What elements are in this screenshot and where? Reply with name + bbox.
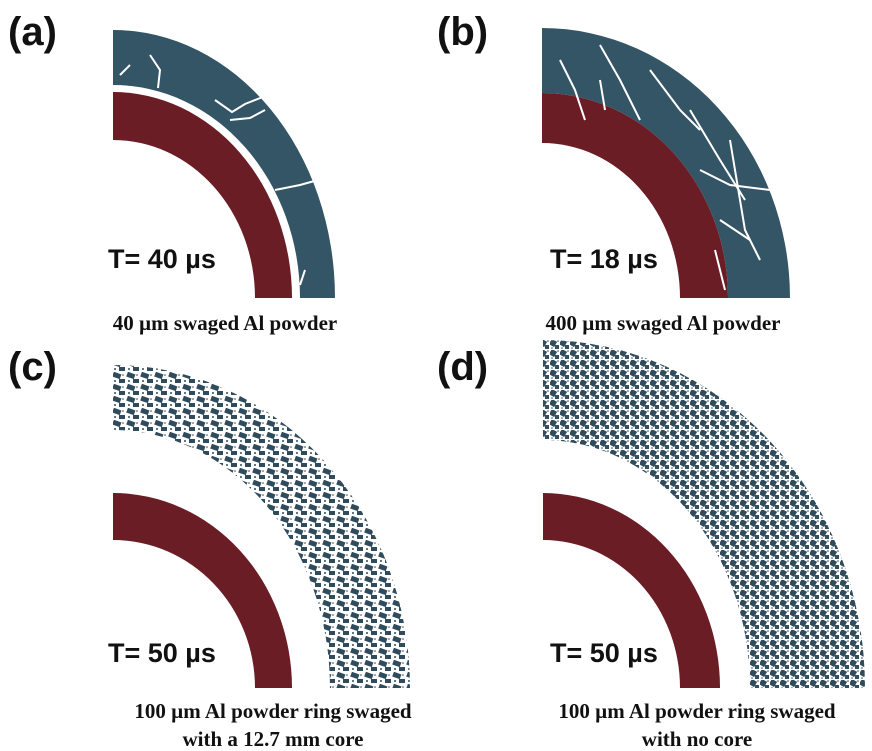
panel-label: (c)	[8, 345, 57, 389]
time-label: T= 50 µs	[108, 638, 216, 668]
panel-label: (d)	[437, 345, 488, 389]
simulation-images	[113, 28, 865, 688]
time-label: T= 50 µs	[550, 638, 658, 668]
caption: 40 µm swaged Al powder	[113, 311, 337, 335]
caption: 100 µm Al powder ring swaged	[558, 699, 835, 723]
time-label: T= 18 µs	[550, 244, 658, 274]
caption: with no core	[642, 727, 752, 751]
panel-label: (a)	[8, 10, 57, 54]
figure: (a) T= 40 µs 40 µm swaged Al powder (b) T= 1…	[0, 0, 872, 751]
caption: 400 µm swaged Al powder	[546, 311, 781, 335]
time-label: T= 40 µs	[108, 244, 216, 274]
crack	[740, 100, 760, 120]
caption: with a 12.7 mm core	[183, 727, 364, 751]
panel-label: (b)	[437, 10, 488, 54]
caption: 100 µm Al powder ring swaged	[134, 699, 411, 723]
